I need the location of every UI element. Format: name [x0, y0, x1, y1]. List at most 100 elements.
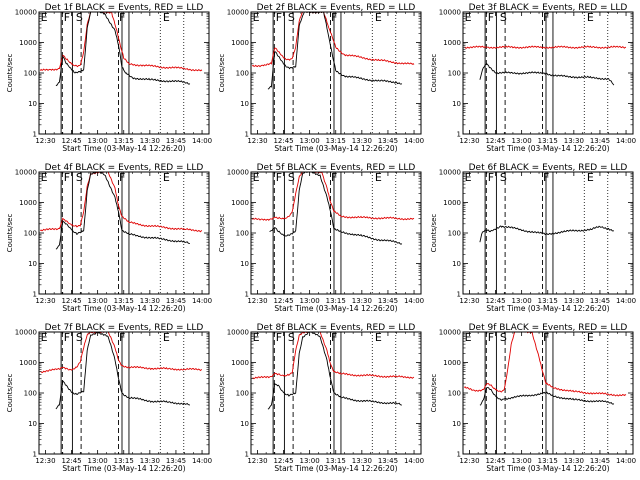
- x-tick-label: 13:30: [564, 297, 584, 305]
- x-tick-label: 12:45: [485, 137, 505, 145]
- y-tick-label: 10000: [15, 9, 37, 17]
- y-tick-label: 100: [236, 390, 249, 398]
- panel-title: Det 7f BLACK = Events, RED = LLD: [45, 323, 204, 333]
- x-tick-label: 13:30: [140, 137, 160, 145]
- x-axis-label: Start Time (03-May-14 12:26:20): [274, 144, 397, 153]
- y-tick-label: 10000: [439, 329, 461, 337]
- events-series-line: [479, 63, 615, 86]
- panel-title: Det 2f BLACK = Events, RED = LLD: [257, 3, 416, 13]
- phase-marker-label: E: [253, 171, 260, 184]
- phase-marker-label: F: [64, 11, 70, 24]
- x-tick-label: 13:00: [300, 137, 320, 145]
- x-tick-label: 12:45: [485, 457, 505, 465]
- y-tick-label: 10000: [15, 169, 37, 177]
- x-tick-label: 13:15: [326, 457, 346, 465]
- events-series-line: [267, 12, 403, 90]
- y-tick-label: 1000: [231, 359, 249, 367]
- y-tick-label: 1: [457, 131, 461, 139]
- y-tick-label: 1000: [19, 359, 37, 367]
- x-tick-label: 12:45: [273, 297, 293, 305]
- x-tick-label: 13:00: [88, 457, 108, 465]
- x-tick-label: 13:00: [512, 137, 532, 145]
- phase-marker-label: E: [163, 331, 170, 344]
- phase-marker-label: S: [288, 331, 295, 344]
- lld-series-line: [39, 12, 203, 72]
- x-tick-label: 12:45: [61, 457, 81, 465]
- y-axis-label: Counts/sec: [430, 214, 438, 253]
- x-tick-label: 13:30: [564, 457, 584, 465]
- y-tick-label: 10: [240, 420, 249, 428]
- y-tick-label: 1000: [231, 39, 249, 47]
- x-tick-label: 13:00: [300, 457, 320, 465]
- events-series-line: [479, 225, 615, 243]
- y-tick-label: 1000: [443, 359, 461, 367]
- y-tick-label: 100: [236, 230, 249, 238]
- lld-series-line: [464, 45, 627, 49]
- x-tick-label: 14:00: [404, 137, 424, 145]
- y-tick-label: 10: [240, 100, 249, 108]
- phase-marker-label: F: [119, 171, 125, 184]
- x-axis-label: Start Time (03-May-14 12:26:20): [486, 144, 609, 153]
- panel-1: [38, 11, 210, 135]
- x-tick-label: 13:45: [166, 137, 186, 145]
- lld-series-line: [251, 12, 415, 68]
- x-tick-label: 14:00: [616, 297, 636, 305]
- y-tick-label: 1000: [443, 39, 461, 47]
- phase-marker-label: F: [276, 331, 282, 344]
- y-axis-label: Counts/sec: [6, 54, 14, 93]
- events-series-line: [479, 387, 615, 406]
- x-tick-label: 13:15: [538, 137, 558, 145]
- x-tick-label: 14:00: [192, 137, 212, 145]
- y-tick-label: 10000: [227, 329, 249, 337]
- phase-marker-label: S: [288, 11, 295, 24]
- x-axis-label: Start Time (03-May-14 12:26:20): [274, 464, 397, 473]
- x-tick-label: 13:45: [590, 137, 610, 145]
- phase-marker-label: S: [76, 11, 83, 24]
- lld-series-line: [251, 332, 415, 380]
- x-tick-label: 14:00: [404, 297, 424, 305]
- x-tick-label: 12:30: [459, 297, 479, 305]
- x-tick-label: 13:15: [538, 457, 558, 465]
- x-tick-label: 13:45: [590, 457, 610, 465]
- x-axis-label: Start Time (03-May-14 12:26:20): [274, 304, 397, 313]
- x-tick-label: 13:00: [88, 137, 108, 145]
- y-tick-label: 1: [245, 451, 249, 459]
- phase-marker-label: F: [488, 331, 494, 344]
- phase-marker-label: S: [288, 171, 295, 184]
- x-tick-label: 12:30: [35, 457, 55, 465]
- panel-3: [462, 11, 634, 135]
- phase-marker-label: F: [543, 11, 549, 24]
- x-tick-label: 13:00: [512, 457, 532, 465]
- phase-marker-label: E: [41, 331, 48, 344]
- phase-marker-label: E: [375, 11, 382, 24]
- x-tick-label: 13:30: [352, 137, 372, 145]
- panel-2: [250, 11, 422, 135]
- events-series-line: [55, 12, 191, 87]
- events-series-line: [55, 332, 191, 410]
- phase-marker-label: E: [587, 171, 594, 184]
- x-tick-label: 13:15: [538, 297, 558, 305]
- x-tick-label: 12:30: [459, 137, 479, 145]
- phase-marker-label: E: [465, 11, 472, 24]
- phase-marker-label: S: [500, 171, 507, 184]
- y-tick-label: 1: [33, 451, 37, 459]
- y-tick-label: 10000: [227, 9, 249, 17]
- y-tick-label: 10: [240, 260, 249, 268]
- phase-marker-label: E: [465, 171, 472, 184]
- x-tick-label: 13:00: [88, 297, 108, 305]
- phase-marker-label: F: [64, 331, 70, 344]
- lld-series-line: [39, 172, 203, 233]
- x-tick-label: 14:00: [192, 297, 212, 305]
- y-axis-label: Counts/sec: [218, 54, 226, 93]
- x-tick-label: 14:00: [192, 457, 212, 465]
- y-axis-label: Counts/sec: [218, 374, 226, 413]
- y-tick-label: 10000: [439, 169, 461, 177]
- x-tick-label: 14:00: [404, 457, 424, 465]
- x-tick-label: 13:30: [352, 297, 372, 305]
- x-tick-label: 13:45: [378, 137, 398, 145]
- x-tick-label: 13:30: [140, 457, 160, 465]
- lld-series-line: [251, 172, 415, 221]
- phase-marker-label: F: [331, 171, 337, 184]
- x-tick-label: 13:30: [140, 297, 160, 305]
- y-tick-label: 10: [28, 420, 37, 428]
